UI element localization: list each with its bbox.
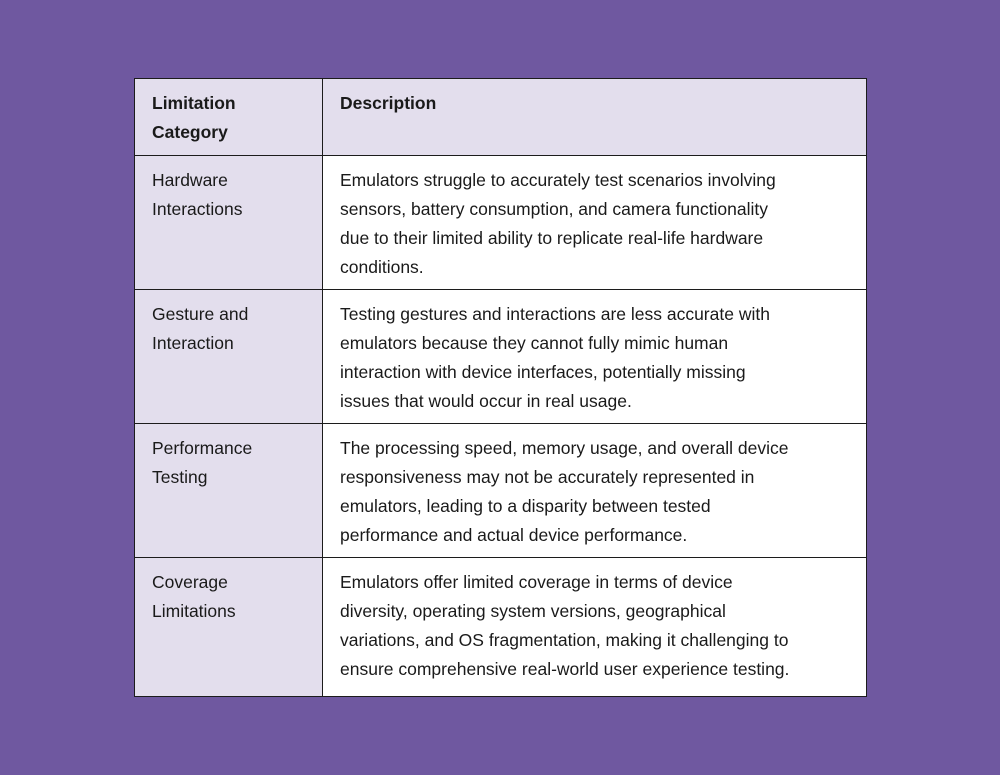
description-line: emulators, leading to a disparity betwee… [340, 496, 711, 516]
table-row: Coverage Limitations Emulators offer lim… [134, 557, 867, 697]
description-line: Emulators offer limited coverage in term… [340, 572, 733, 592]
description-line: conditions. [340, 257, 424, 277]
category-line: Interaction [152, 333, 234, 353]
description-cell: Emulators offer limited coverage in term… [322, 557, 867, 697]
description-cell: Testing gestures and interactions are le… [322, 289, 867, 424]
description-line: Testing gestures and interactions are le… [340, 304, 770, 324]
description-line: interaction with device interfaces, pote… [340, 362, 746, 382]
description-line: The processing speed, memory usage, and … [340, 438, 789, 458]
description-line: sensors, battery consumption, and camera… [340, 199, 768, 219]
description-line: performance and actual device performanc… [340, 525, 688, 545]
category-cell: Hardware Interactions [134, 155, 323, 290]
header-category-line: Limitation [152, 93, 236, 113]
table-row: Performance Testing The processing speed… [134, 423, 867, 558]
description-line: Emulators struggle to accurately test sc… [340, 170, 776, 190]
category-line: Gesture and [152, 304, 249, 324]
limitations-table: Limitation Category Description Hardware… [134, 78, 867, 697]
description-cell: Emulators struggle to accurately test sc… [322, 155, 867, 290]
category-line: Hardware [152, 170, 228, 190]
category-cell: Gesture and Interaction [134, 289, 323, 424]
header-category: Limitation Category [134, 78, 323, 156]
category-cell: Performance Testing [134, 423, 323, 558]
category-line: Coverage [152, 572, 228, 592]
description-line: emulators because they cannot fully mimi… [340, 333, 729, 353]
description-line: variations, and OS fragmentation, making… [340, 630, 789, 650]
description-line: diversity, operating system versions, ge… [340, 601, 726, 621]
category-line: Testing [152, 467, 208, 487]
category-line: Interactions [152, 199, 243, 219]
table-row: Hardware Interactions Emulators struggle… [134, 155, 867, 290]
description-line: issues that would occur in real usage. [340, 391, 632, 411]
header-category-line: Category [152, 122, 228, 142]
category-cell: Coverage Limitations [134, 557, 323, 697]
description-line: ensure comprehensive real-world user exp… [340, 659, 790, 679]
table-row: Gesture and Interaction Testing gestures… [134, 289, 867, 424]
table-header-row: Limitation Category Description [134, 78, 867, 156]
description-line: due to their limited ability to replicat… [340, 228, 764, 248]
description-cell: The processing speed, memory usage, and … [322, 423, 867, 558]
category-line: Limitations [152, 601, 236, 621]
header-description: Description [322, 78, 867, 156]
description-line: responsiveness may not be accurately rep… [340, 467, 755, 487]
category-line: Performance [152, 438, 253, 458]
